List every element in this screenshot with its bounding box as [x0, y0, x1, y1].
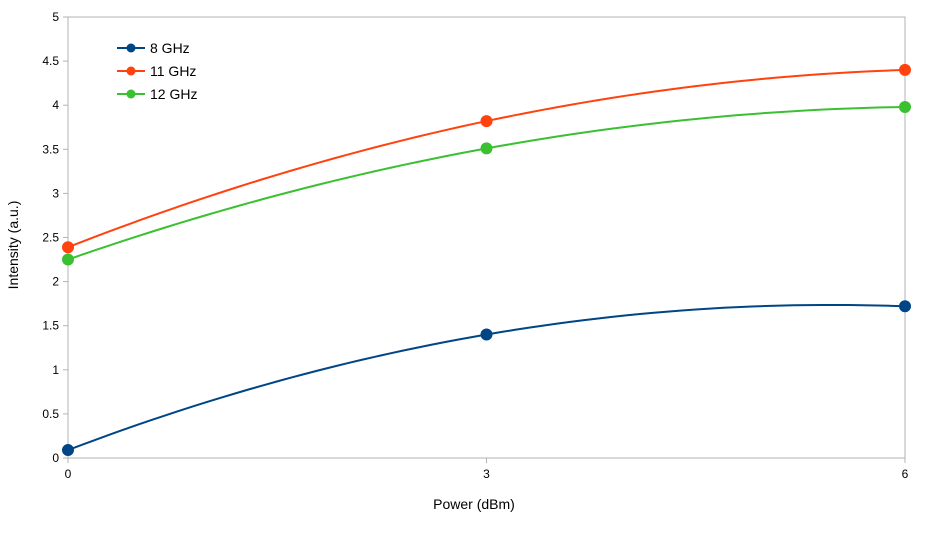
y-tick-label: 4 [52, 98, 59, 112]
y-tick-label: 3.5 [42, 142, 59, 156]
legend-swatch-marker [126, 89, 136, 99]
y-tick-label: 1.5 [42, 319, 59, 333]
data-point [62, 444, 74, 457]
y-tick-label: 1 [52, 363, 59, 377]
data-point [62, 253, 74, 266]
x-axis: 0 3 6 [65, 458, 909, 481]
legend-item: 8 GHz [117, 40, 190, 56]
legend-swatch-marker [126, 43, 136, 53]
series-0 [62, 300, 911, 457]
plot-area [67, 16, 906, 459]
series-1 [62, 63, 911, 254]
x-tick-label: 3 [483, 467, 490, 481]
x-tick-label: 0 [65, 467, 72, 481]
series-2 [62, 100, 911, 266]
data-point [62, 241, 74, 254]
legend-label: 11 GHz [150, 63, 196, 79]
y-tick-label: 0 [52, 451, 59, 465]
legend-label: 12 GHz [150, 86, 197, 102]
y-tick-label: 3 [52, 186, 59, 200]
data-point [899, 100, 911, 113]
data-point [480, 328, 493, 341]
y-tick-label: 4.5 [42, 54, 59, 68]
y-axis-title: Intensity (a.u.) [5, 201, 21, 290]
legend: 8 GHz 11 GHz 12 GHz [117, 40, 197, 102]
y-tick-label: 5 [52, 10, 59, 24]
series-layer [62, 63, 911, 457]
x-tick-label: 6 [902, 467, 909, 481]
data-point [899, 300, 911, 313]
legend-item: 12 GHz [117, 86, 197, 102]
data-point [899, 63, 911, 76]
y-tick-label: 2 [52, 275, 59, 289]
y-axis: 0 0.5 1 1.5 2 2.5 3 3.5 4 4.5 5 [42, 10, 68, 465]
data-point [480, 115, 493, 128]
y-tick-label: 2.5 [42, 231, 59, 245]
y-tick-label: 0.5 [42, 407, 59, 421]
legend-swatch-marker [126, 66, 136, 76]
legend-label: 8 GHz [150, 40, 190, 56]
x-axis-title: Power (dBm) [433, 496, 515, 512]
legend-item: 11 GHz [117, 63, 196, 79]
data-point [480, 142, 493, 155]
